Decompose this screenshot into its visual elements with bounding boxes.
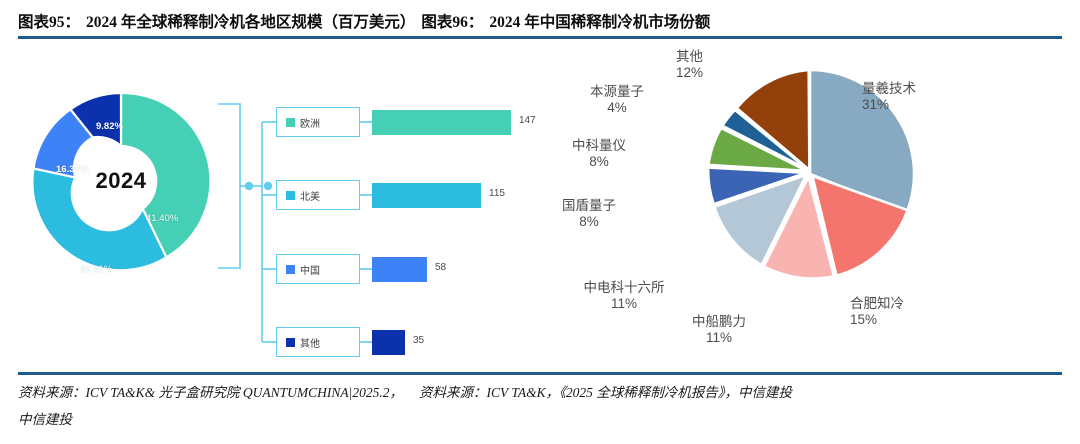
bracket-dots [244,181,273,191]
source-line-primary: 资料来源：ICV TA&K& 光子盒研究院 QUANTUMCHINA|2025.… [18,381,792,401]
legend-swatch-icon-others [286,337,295,347]
bar-row-europe[interactable]: 欧洲 147 [276,107,536,151]
legend-label-others: 其他 [300,338,320,350]
pie-label-benyuan: 本源量子 4% [590,84,644,116]
bracket-left [218,103,241,269]
donut-label-europe: 41.40% [146,213,179,224]
pie-label-zhongke: 中科量仪 8% [572,138,626,170]
pie-label-guodun-name: 国盾量子 [562,198,616,213]
legend-box-china: 中国 [276,254,360,284]
left-chart-title: 2024 年全球稀释制冷机各地区规模（百万美元） [86,14,416,31]
pie-label-benyuan-pct: 4% [607,99,627,115]
pie-slice-others [734,68,811,173]
pie-slice-cetc16 [712,172,809,267]
legend-box-europe: 欧洲 [276,107,360,137]
legend-label-china: 中国 [300,265,320,277]
source-left-continuation: 中信建投 [18,412,72,427]
left-chart-index: 图表95： [18,14,81,31]
source-left: 资料来源：ICV TA&K& 光子盒研究院 QUANTUMCHINA|2025.… [18,385,403,400]
pie-label-liangxi-name: 量羲技术 [862,81,916,96]
source-right: 资料来源：ICV TA&K，《2025 全球稀释制冷机报告》，中信建投 [418,385,792,400]
bar-fill-north-america [372,182,481,208]
header-divider [18,36,1062,39]
pie-label-cetc16-pct: 11% [610,295,638,311]
legend-swatch-icon-china [286,264,295,274]
pie-slice-zhongchuan [762,172,836,280]
right-chart-title: 2024 年中国稀释制冷机市场份额 [489,14,711,31]
donut-svg [31,91,212,272]
legend-swatch-icon-north-america [286,190,295,200]
pie-label-zhongchuan-pct: 11% [705,329,733,345]
pie-slice-guodun [706,166,807,206]
pie-slice-liangxi [808,68,916,215]
donut-label-china: 16.37% [56,164,89,175]
bar-value-china: 58 [435,262,447,273]
donut-center-year: 2024 [95,168,147,193]
bar-row-china[interactable]: 中国 58 [276,254,536,298]
pie-label-liangxi-pct: 31% [862,96,890,112]
bar-fill-china [372,256,427,282]
pie-label-liangxi: 量羲技术 31% [862,81,916,113]
pie-slice-zhongke [706,126,808,173]
donut-label-north-america: 32.41% [80,264,113,275]
pie-label-others: 其他 12% [676,49,703,81]
market-share-pie-chart [700,64,920,284]
pie-label-cetc16: 中电科十六所 11% [576,280,672,312]
right-chart-index: 图表96： [421,14,484,31]
right-chart-panel: 量羲技术 31% 合肥知冷 15% 中船鹏力 11% 中电科十六所 11% 国盾… [540,46,1080,366]
bar-value-others: 35 [413,335,425,346]
pie-label-zhongchuan: 中船鹏力 11% [692,314,746,346]
pie-label-zhongke-name: 中科量仪 [572,138,626,153]
pie-label-guodun: 国盾量子 8% [562,198,616,230]
pie-label-zhongke-pct: 8% [589,153,609,169]
bar-value-north-america: 115 [489,188,505,199]
region-share-donut-chart: 2024 41.40% 32.41% 16.37% 9.82% [28,88,214,275]
legend-label-europe: 欧洲 [300,118,320,130]
pie-label-others-pct: 12% [676,64,704,80]
donut-label-others: 9.82% [96,121,123,132]
source-line-continuation: 中信建投 [18,408,72,428]
pie-label-guodun-pct: 8% [579,213,599,229]
footer-divider [18,372,1062,375]
page-title: 图表95： 2024 年全球稀释制冷机各地区规模（百万美元） 图表96： 2024 年… [18,10,710,32]
bar-fill-europe [372,109,511,135]
bar-row-north-america[interactable]: 北美 115 [276,180,536,224]
legend-swatch-icon-europe [286,117,295,127]
bracket-dot-right [263,181,273,191]
bar-fill-others [372,329,405,355]
pie-label-cetc16-name: 中电科十六所 [583,280,665,295]
donut-slice-europe [119,91,212,259]
pie-label-zhongchuan-name: 中船鹏力 [692,314,746,329]
legend-box-north-america: 北美 [276,180,360,210]
left-chart-panel: 2024 41.40% 32.41% 16.37% 9.82% [0,46,540,366]
bracket-dot-left [244,181,254,191]
bracket-connector [218,103,372,343]
pie-label-benyuan-name: 本源量子 [590,84,644,99]
pie-label-hefei: 合肥知冷 15% [850,296,904,328]
chart-header: 图表95： 2024 年全球稀释制冷机各地区规模（百万美元） 图表96： 2024 年… [0,0,1080,40]
bar-value-europe: 147 [519,115,536,126]
pie-svg [706,68,916,280]
legend-label-north-america: 北美 [300,191,320,203]
donut-slice-others [68,91,123,149]
bar-row-others[interactable]: 其他 35 [276,327,536,371]
pie-slice-hefei [810,173,910,278]
pie-label-hefei-name: 合肥知冷 [850,296,904,311]
pie-label-hefei-pct: 15% [850,311,878,327]
pie-label-others-name: 其他 [676,49,704,64]
legend-box-others: 其他 [276,327,360,357]
